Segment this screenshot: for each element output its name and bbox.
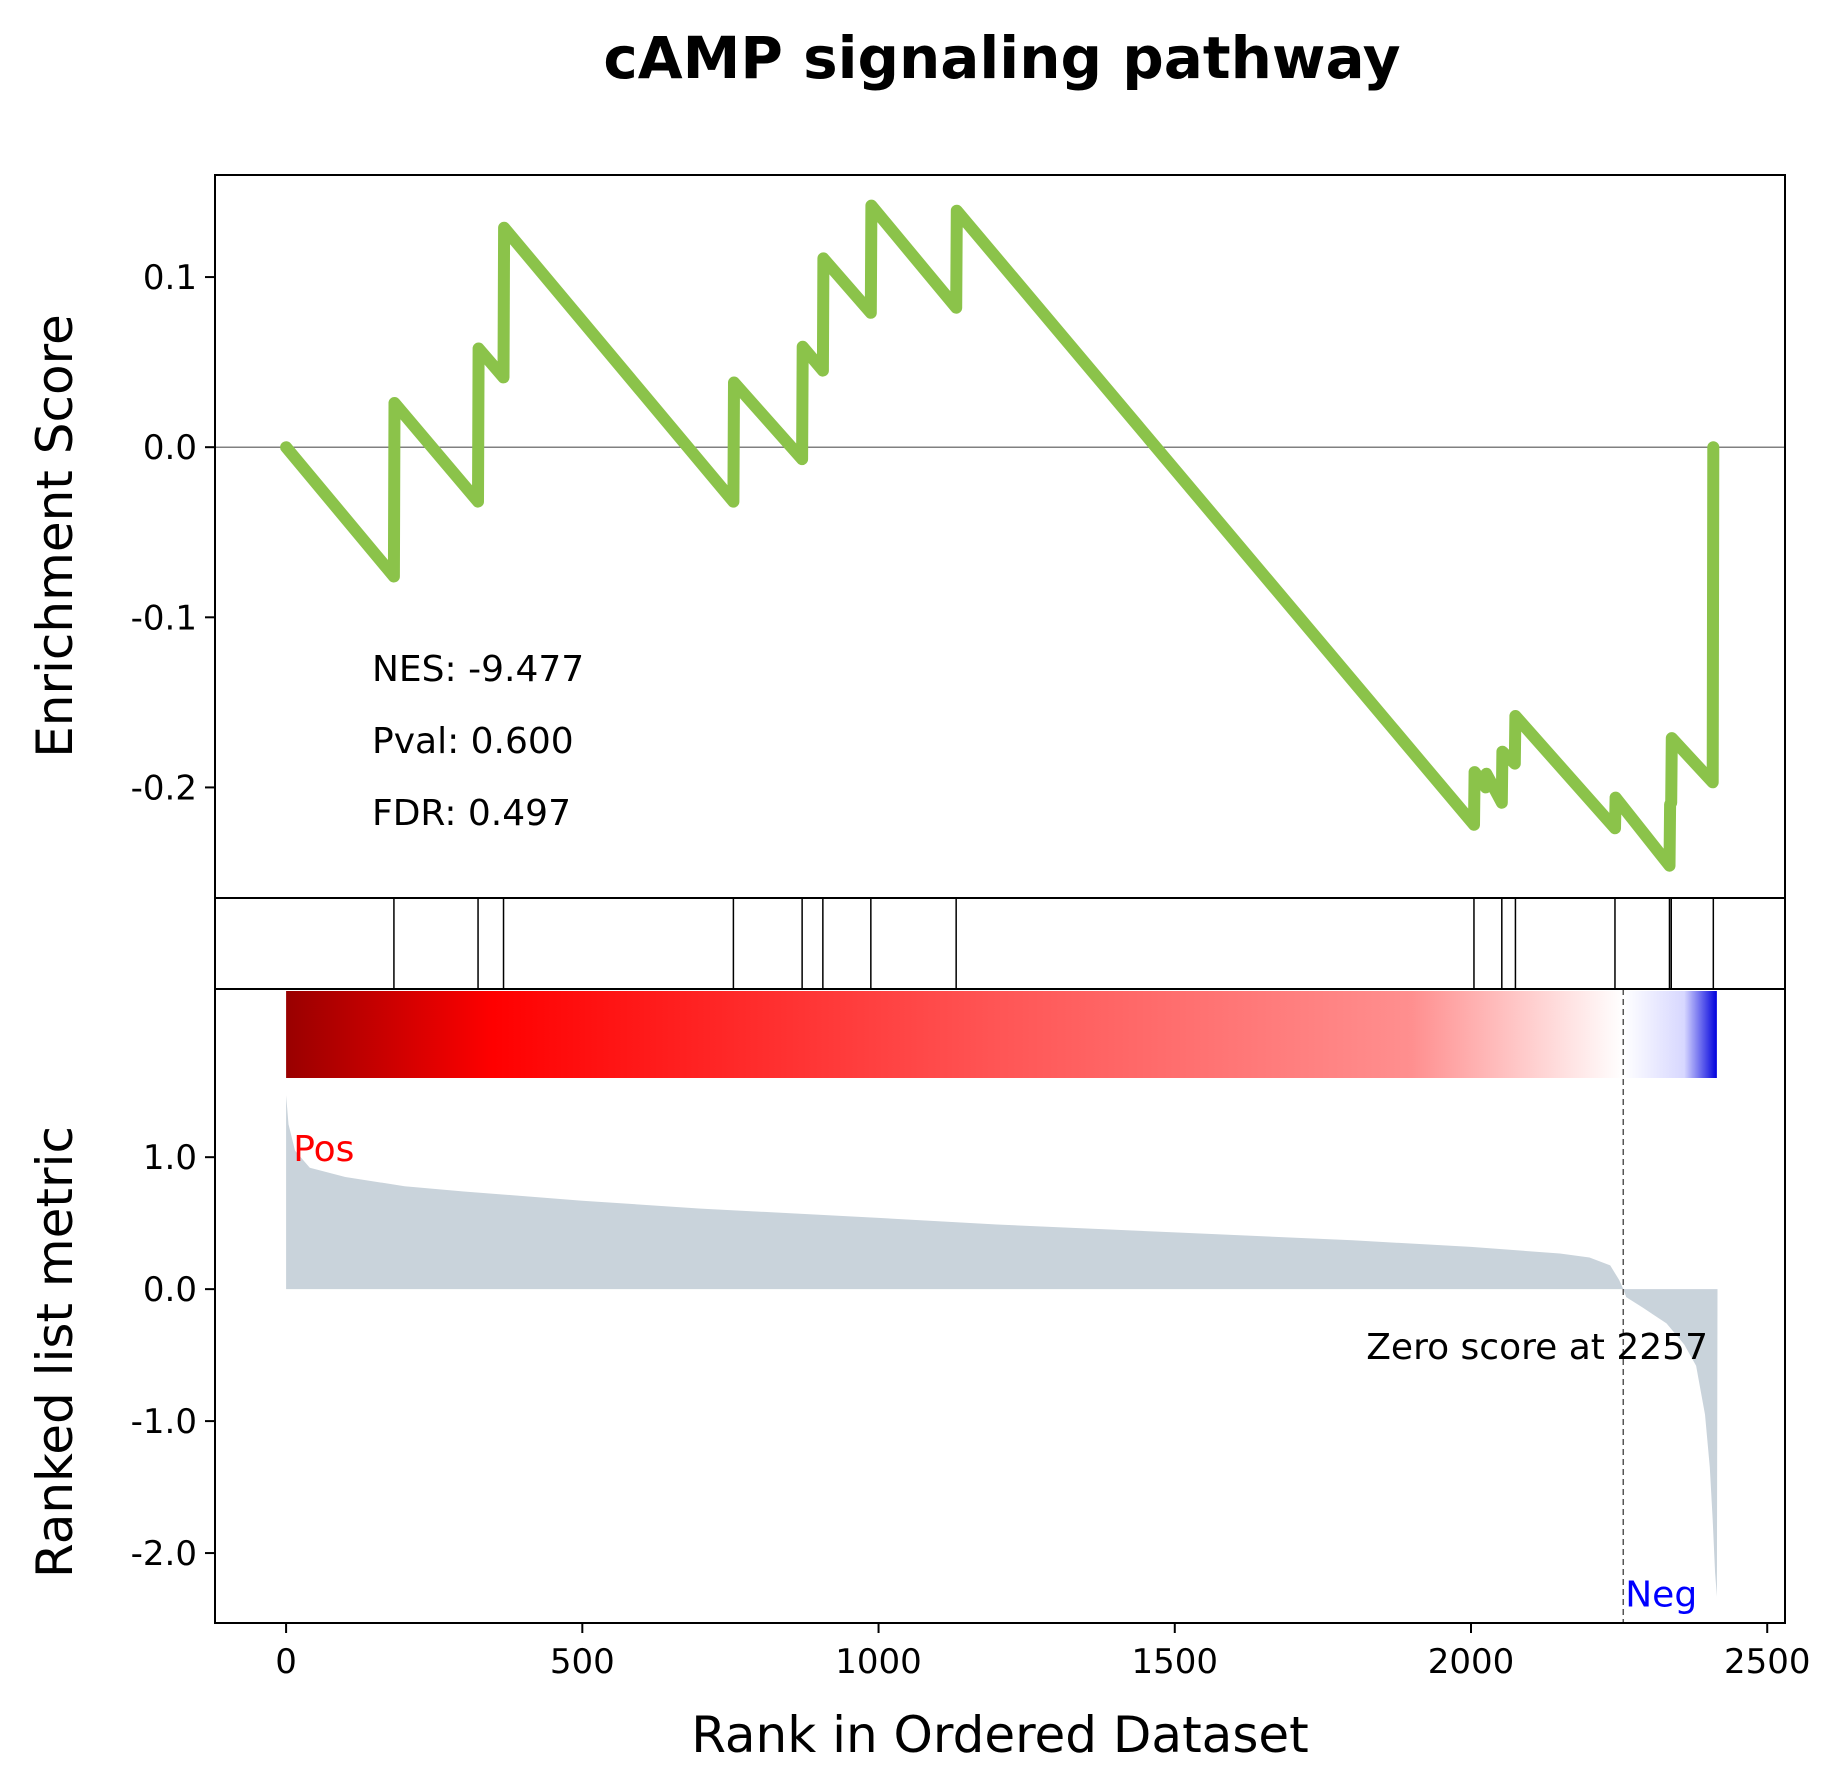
neg-label: Neg: [1625, 1575, 1697, 1616]
ranked-metric-area: [286, 1095, 1718, 1597]
ranked-metric-panel: 1.0 0.0 -1.0 -2.0 Pos Neg Zero score at 225…: [131, 989, 1718, 1623]
ranked-metric-y-tick-label: 1.0: [143, 1138, 197, 1178]
pos-label: Pos: [293, 1129, 354, 1170]
enrichment-y-tick-label: -0.2: [131, 768, 197, 808]
hits-panel: [214, 897, 1786, 990]
hits-frame: [214, 897, 1786, 990]
x-tick-label: 1500: [1132, 1642, 1219, 1682]
pval-stat: Pval: 0.600: [372, 721, 574, 762]
chart-title: cAMP signaling pathway: [603, 24, 1400, 92]
ranked-metric-y-tick-label: 0.0: [143, 1270, 197, 1310]
nes-stat: NES: -9.477: [372, 649, 584, 690]
ranked-metric-y-label: Ranked list metric: [26, 1126, 84, 1578]
x-axis-label: Rank in Ordered Dataset: [691, 1706, 1308, 1764]
x-tick-label: 0: [275, 1642, 297, 1682]
enrichment-y-tick-label: 0.1: [143, 258, 197, 298]
ranked-metric-y-tick-label: -1.0: [131, 1402, 197, 1442]
enrichment-score-line: [280, 199, 1720, 872]
enrichment-y-tick-label: -0.1: [131, 598, 197, 638]
ranked-heatmap-bar: [286, 991, 1717, 1078]
ranked-metric-frame-lower: [214, 1078, 1786, 1624]
x-tick-label: 1000: [835, 1642, 922, 1682]
x-tick-label: 500: [550, 1642, 615, 1682]
ranked-metric-frame: [214, 988, 1786, 1078]
enrichment-y-tick-label: 0.0: [143, 428, 197, 468]
fdr-stat: FDR: 0.497: [372, 793, 571, 834]
enrichment-y-label: Enrichment Score: [26, 314, 84, 758]
x-tick-label: 2500: [1724, 1642, 1811, 1682]
ranked-metric-y-tick-label: -2.0: [131, 1534, 197, 1574]
enrichment-panel: 0.1 0.0 -0.1 -0.2 NES: -9.477 Pval: 0.600 F…: [131, 174, 1786, 899]
enrichment-frame: [214, 174, 1786, 899]
zero-score-label: Zero score at 2257: [1366, 1327, 1708, 1368]
x-tick-label: 2000: [1428, 1642, 1515, 1682]
